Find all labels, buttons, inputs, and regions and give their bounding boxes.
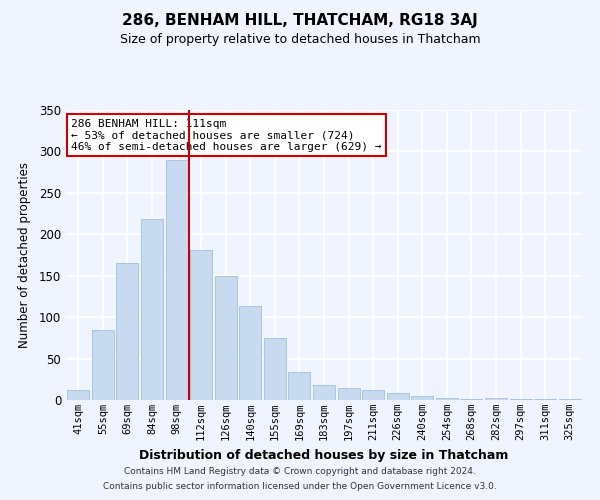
Text: Contains public sector information licensed under the Open Government Licence v3: Contains public sector information licen… (103, 482, 497, 491)
Bar (215, 276, 237, 400)
Bar (313, 385, 335, 400)
Y-axis label: Number of detached properties: Number of detached properties (17, 162, 31, 348)
Bar (559, 399, 581, 400)
Bar (141, 220, 163, 400)
Bar (509, 399, 532, 400)
Bar (92, 330, 114, 400)
Bar (386, 392, 409, 400)
Bar (485, 398, 507, 400)
Text: Contains HM Land Registry data © Crown copyright and database right 2024.: Contains HM Land Registry data © Crown c… (124, 467, 476, 476)
Bar (264, 338, 286, 400)
X-axis label: Distribution of detached houses by size in Thatcham: Distribution of detached houses by size … (139, 448, 509, 462)
Text: Size of property relative to detached houses in Thatcham: Size of property relative to detached ho… (119, 32, 481, 46)
Bar (338, 388, 359, 400)
Bar (534, 399, 556, 400)
Bar (166, 160, 188, 400)
Text: 286 BENHAM HILL: 111sqm
← 53% of detached houses are smaller (724)
46% of semi-d: 286 BENHAM HILL: 111sqm ← 53% of detache… (71, 118, 382, 152)
Bar (289, 372, 310, 400)
Bar (362, 390, 384, 400)
Bar (460, 399, 482, 400)
Bar (411, 396, 433, 400)
Bar (190, 250, 212, 400)
Text: 286, BENHAM HILL, THATCHAM, RG18 3AJ: 286, BENHAM HILL, THATCHAM, RG18 3AJ (122, 12, 478, 28)
Bar (436, 398, 458, 400)
Bar (116, 264, 139, 400)
Bar (239, 306, 262, 400)
Bar (67, 390, 89, 400)
